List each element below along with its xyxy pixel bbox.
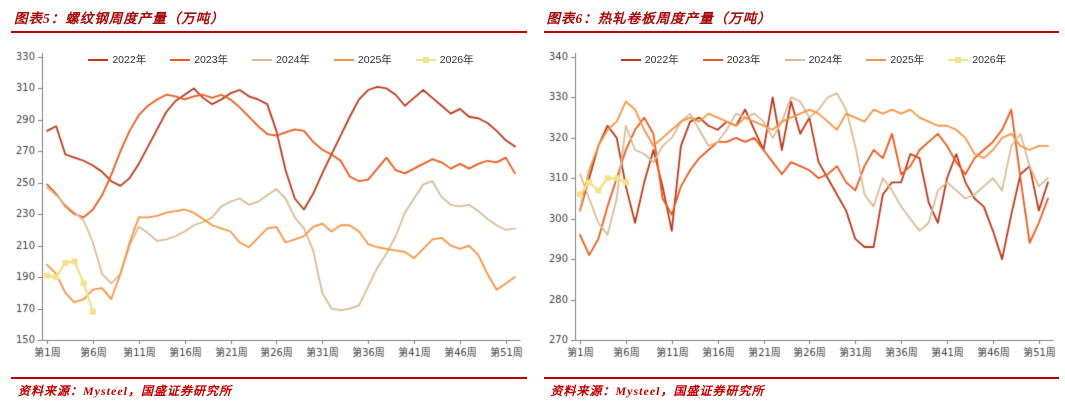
title-divider <box>11 31 527 33</box>
panel-rebar: 图表5：螺纹钢周度产量（万吨） 2022年 2023年 2024年 2025年 2026… <box>0 11 532 398</box>
hrc-line-chart: 2022年 2023年 2024年 2025年 2026年 <box>532 34 1065 366</box>
footer-divider <box>11 377 527 379</box>
panel-hrc: 图表6：热轧卷板周度产量（万吨） 2022年 2023年 2024年 2025年 202… <box>532 0 1065 403</box>
chart-title-rebar: 图表5：螺纹钢周度产量（万吨） <box>14 11 225 26</box>
source-note: 资料来源：Mysteel，国盛证券研究所 <box>18 384 232 398</box>
hrc-chart-canvas <box>532 34 1065 366</box>
chart-title-hrc: 图表6：热轧卷板周度产量（万吨） <box>546 11 772 26</box>
rebar-line-chart: 2022年 2023年 2024年 2025年 2026年 <box>0 34 532 366</box>
source-note: 资料来源：Mysteel，国盛证券研究所 <box>550 384 765 398</box>
rebar-chart-canvas <box>0 34 532 366</box>
title-divider <box>543 31 1059 33</box>
footer-divider <box>543 377 1059 379</box>
